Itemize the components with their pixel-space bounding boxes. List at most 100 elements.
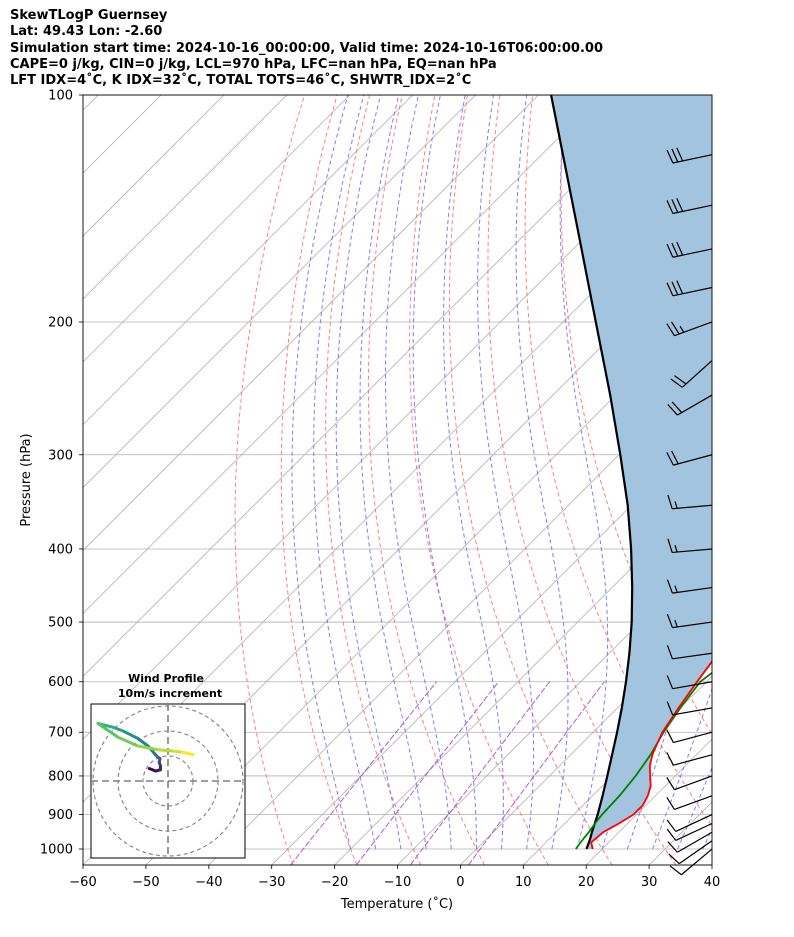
y-tick-label: 900 [48, 808, 73, 823]
x-axis-label: Temperature (˚C) [340, 896, 453, 912]
barb-staff [674, 321, 713, 337]
moist-adiabat [677, 766, 712, 850]
barb-flag [674, 375, 687, 385]
barb-flag [666, 613, 673, 628]
barb-half [674, 501, 678, 509]
barb-flag [666, 282, 674, 297]
barb-staff [672, 707, 713, 716]
wind-barb [666, 450, 713, 466]
y-axis-label: Pressure (hPa) [19, 433, 34, 526]
barb-staff [677, 831, 713, 853]
isotherm-line [460, 612, 712, 865]
wind-barb [666, 701, 713, 716]
wind-barb [667, 494, 713, 510]
cape-area [551, 95, 712, 849]
wind-barb [666, 241, 713, 258]
hodograph-segment [101, 723, 115, 729]
barb-staff [672, 652, 713, 660]
barb-flag [666, 777, 675, 790]
hodograph-plot [91, 704, 245, 858]
wind-barb [666, 675, 713, 690]
barb-staff [678, 840, 713, 865]
wind-barb [666, 579, 713, 594]
barb-flag [669, 865, 682, 876]
dry-adiabat-lines [234, 95, 794, 865]
isotherm-line [145, 298, 712, 865]
barb-flag [666, 323, 675, 336]
barb-flag [666, 752, 674, 766]
dry-adiabat [728, 95, 794, 865]
dry-adiabat [367, 95, 485, 865]
chart-title: SkewTLogP Guernsey [10, 8, 168, 23]
x-tick-label: 10 [515, 875, 532, 890]
barb-flag [666, 149, 674, 164]
moist-adiabat [477, 95, 535, 850]
barb-flag [666, 729, 674, 743]
barb-flag [670, 321, 680, 335]
dry-adiabat [325, 95, 422, 865]
x-tick-label: −40 [195, 875, 222, 890]
barb-flag [671, 281, 679, 296]
y-axis-ticks: 1000 900 800 700 600 500 400 300 200 100 [40, 89, 83, 858]
isotherm-line [83, 95, 351, 363]
barb-flag [676, 241, 684, 256]
barb-staff [673, 731, 713, 744]
wind-barb [666, 280, 713, 297]
moist-adiabat [652, 687, 712, 850]
wind-barb [666, 321, 713, 337]
dry-adiabat [560, 95, 712, 736]
barb-staff [672, 621, 713, 629]
barb-staff [675, 813, 713, 832]
barb-half [674, 619, 678, 628]
y-tick-label: 400 [48, 542, 73, 557]
hodograph-segment [96, 722, 120, 739]
dry-adiabat [234, 95, 305, 865]
isotherm-line [83, 95, 602, 614]
isotherm-line [397, 549, 712, 865]
barb-flag [666, 645, 673, 660]
wind-barbs [666, 147, 713, 876]
barb-flag [670, 378, 683, 388]
barb-half [679, 325, 685, 333]
x-tick-label: −20 [321, 875, 348, 890]
parcel-profile-line [550, 95, 634, 850]
wind-barb [670, 360, 713, 388]
dry-adiabat [448, 95, 613, 865]
y-tick-label: 600 [48, 675, 73, 690]
wind-barb [666, 752, 713, 766]
index-line: LFT IDX=4˚C, K IDX=32˚C, TOTAL TOTS=46˚C… [10, 73, 472, 89]
isotherm-line [83, 95, 413, 426]
wind-barb [666, 822, 713, 841]
wind-barb [666, 795, 713, 811]
barb-staff [672, 204, 713, 215]
moist-adiabat [359, 95, 427, 850]
barb-flag [667, 494, 673, 509]
barb-staff [672, 548, 713, 554]
wind-barb [669, 848, 713, 876]
barb-staff [681, 360, 713, 388]
wind-barb [667, 538, 713, 554]
isotherm-line [711, 864, 712, 865]
isotherm-line [83, 95, 99, 111]
x-tick-label: −30 [258, 875, 285, 890]
hodograph-title: Wind Profile [128, 672, 204, 685]
barb-staff [672, 586, 713, 594]
isotherm-line [334, 487, 712, 865]
hodograph-inset: Wind Profile 10m/s increment [90, 672, 246, 859]
dry-adiabat [761, 95, 794, 865]
location-line: Lat: 49.43 Lon: -2.60 [10, 24, 163, 40]
barb-half [674, 585, 678, 593]
temperature-line [590, 660, 712, 850]
moist-adiabat [515, 95, 569, 850]
isotherm-line [83, 95, 539, 552]
barb-staff [680, 848, 713, 876]
x-axis-ticks: −60 −50 −40 −30 −20 −10 0 10 20 30 40 [69, 865, 720, 890]
wind-barb [666, 147, 713, 164]
barb-staff [674, 775, 713, 791]
hodograph-segment [111, 725, 125, 733]
moist-adiabat [335, 95, 402, 850]
moist-adiabat [728, 95, 794, 849]
barb-staff [672, 681, 713, 690]
isotherm-line [83, 95, 225, 237]
y-tick-label: 200 [48, 315, 73, 330]
